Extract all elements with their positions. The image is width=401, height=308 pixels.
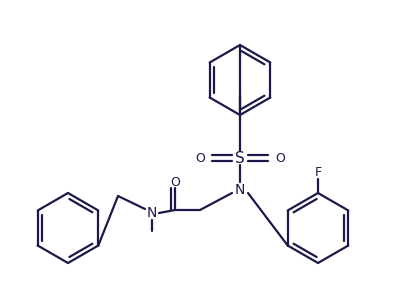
Text: F: F (314, 165, 321, 179)
Text: N: N (146, 206, 157, 220)
Text: S: S (235, 151, 244, 165)
Text: N: N (234, 183, 245, 197)
Text: O: O (274, 152, 284, 164)
Text: O: O (170, 176, 180, 188)
Text: O: O (194, 152, 205, 164)
